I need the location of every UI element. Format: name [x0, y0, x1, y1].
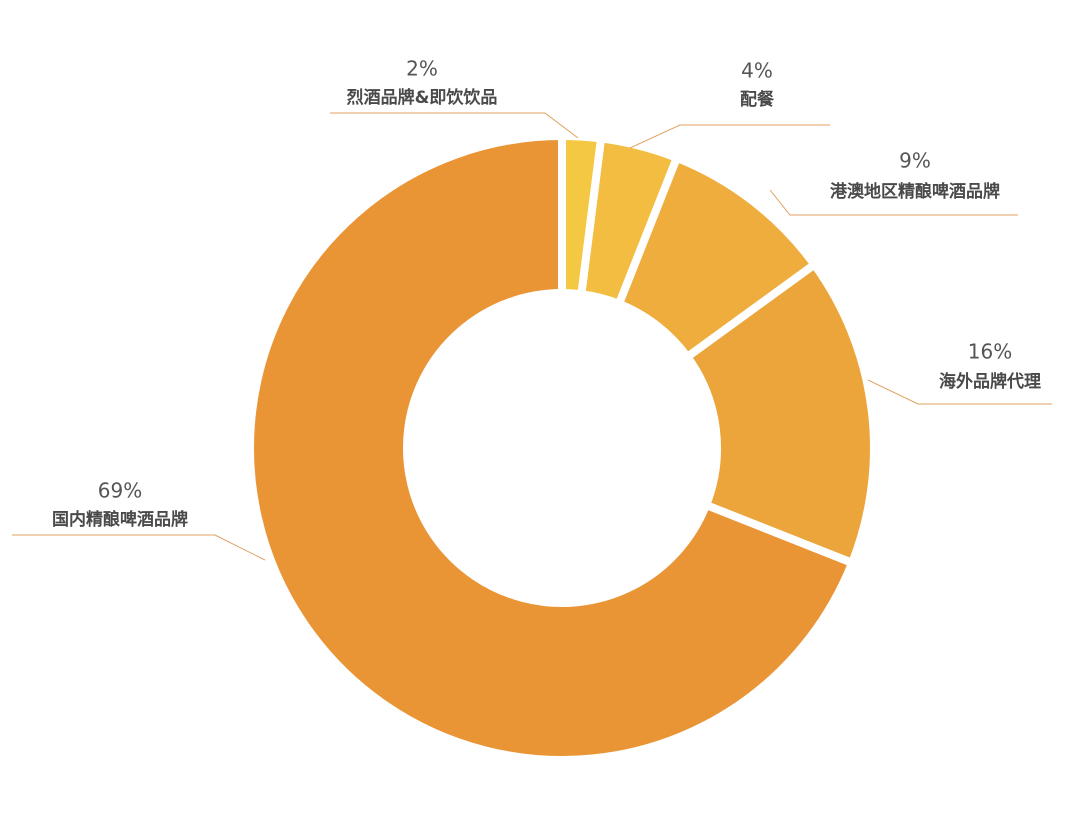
- donut-segment: [683, 260, 878, 567]
- data-label: 16%: [968, 340, 1012, 364]
- category-label: 烈酒品牌&即饮饮品: [347, 87, 498, 108]
- category-label: 配餐: [740, 89, 775, 110]
- data-label: 9%: [899, 149, 931, 173]
- data-label: 4%: [741, 59, 773, 83]
- data-label: 2%: [406, 57, 438, 81]
- data-label: 69%: [98, 479, 142, 503]
- category-label: 海外品牌代理: [939, 371, 1041, 392]
- category-label: 国内精酿啤酒品牌: [52, 509, 188, 530]
- leader-line: [330, 112, 579, 139]
- leader-line: [867, 379, 1052, 405]
- category-label: 港澳地区精酿啤酒品牌: [830, 181, 1000, 202]
- leader-line: [629, 124, 830, 149]
- leader-line: [12, 534, 266, 561]
- donut-segment: [246, 132, 857, 764]
- leader-line: [769, 189, 1018, 216]
